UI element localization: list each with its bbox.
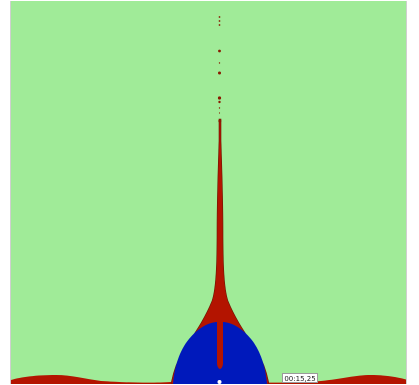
droplets	[217, 16, 222, 123]
red-ground-film	[11, 375, 406, 384]
simulation-viewport[interactable]	[10, 1, 407, 384]
time-readout: 00:15,25	[282, 373, 318, 383]
simulation-canvas	[11, 16, 406, 384]
red-stalk	[217, 322, 223, 369]
interface-point	[217, 380, 222, 384]
